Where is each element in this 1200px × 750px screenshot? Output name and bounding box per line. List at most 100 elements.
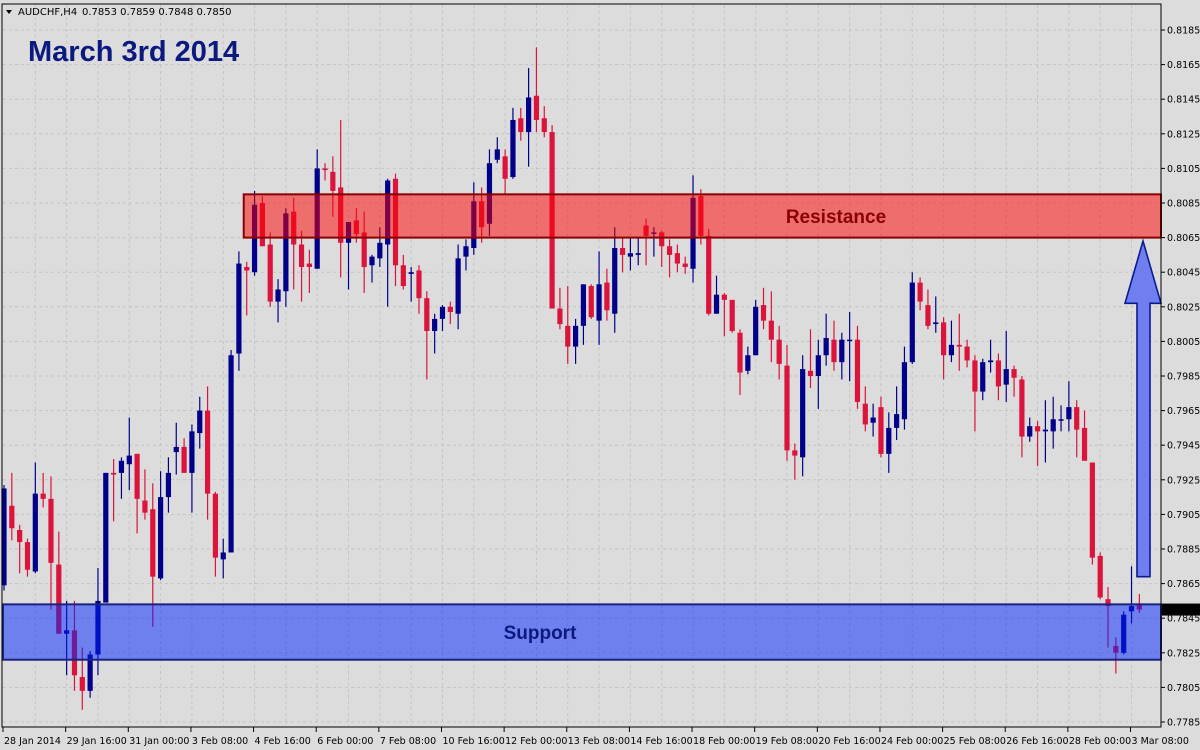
candle-bearish	[854, 325, 861, 409]
candle-bearish	[666, 239, 673, 278]
candle-bullish	[815, 339, 821, 409]
candle-body	[596, 284, 602, 321]
x-tick-label: 31 Jan 00:00	[129, 736, 189, 747]
y-tick-label: 0.8065	[1167, 233, 1200, 244]
candle-bullish	[118, 457, 125, 499]
resistance-zone[interactable]	[242, 193, 1163, 239]
candle-bearish	[729, 299, 735, 333]
x-tick-label: 20 Feb 16:00	[818, 736, 880, 747]
candle-bullish	[901, 346, 908, 430]
candle-body	[377, 242, 383, 259]
candle-bearish	[706, 228, 712, 316]
candle-body	[580, 284, 587, 326]
candle-body	[737, 332, 743, 373]
candle-bearish	[792, 443, 798, 480]
candle-body	[283, 213, 289, 292]
candle-bullish	[1042, 400, 1048, 463]
candle-bullish	[909, 272, 915, 364]
candle-body	[760, 305, 767, 321]
candle-body	[909, 282, 915, 363]
candle-body	[212, 493, 219, 558]
candle-bearish	[416, 265, 422, 314]
candle-body	[776, 339, 782, 364]
candle-bullish	[408, 267, 414, 302]
candle-bearish	[40, 472, 46, 508]
candle-bullish	[980, 358, 986, 401]
candle-bearish	[502, 149, 508, 195]
candle-bullish	[580, 284, 587, 345]
candle-bearish	[674, 244, 680, 273]
candle-body	[619, 247, 626, 255]
x-tick-label: 28 Jan 2014	[4, 736, 61, 747]
candle-bearish	[322, 163, 328, 181]
candle-body	[181, 446, 187, 473]
candle-bearish	[557, 287, 563, 330]
candle-body	[604, 282, 610, 311]
candle-body	[1050, 419, 1056, 432]
candle-bearish	[917, 277, 923, 311]
candle-body	[612, 247, 618, 314]
candle-bullish	[126, 417, 132, 491]
candle-bullish	[894, 386, 900, 441]
candle-bearish	[204, 386, 211, 520]
candle-body	[972, 360, 978, 392]
candle-body	[635, 253, 641, 255]
candle-bullish	[103, 472, 109, 603]
x-tick-label: 25 Feb 08:00	[944, 736, 1006, 747]
candle-body	[1089, 462, 1095, 558]
candle-bearish	[142, 469, 148, 520]
support-label: Support	[504, 623, 577, 644]
candle-body	[862, 403, 868, 425]
candle-body	[126, 455, 132, 465]
time-axis[interactable]: 28 Jan 2014 29 Jan 16:00 31 Jan 00:00 3 Feb…	[2, 727, 1189, 747]
x-tick-label: 19 Feb 08:00	[756, 736, 818, 747]
candle-bearish	[24, 538, 31, 577]
candle-bearish	[400, 254, 406, 290]
y-tick-label: 0.8185	[1167, 26, 1200, 37]
candle-bullish	[455, 244, 461, 330]
current-price-tag: 0.7850	[1162, 603, 1200, 616]
candle-body	[925, 305, 931, 326]
candle-bullish	[173, 422, 179, 475]
candle-body	[894, 414, 900, 428]
y-tick-label: 0.7805	[1167, 683, 1200, 694]
candle-body	[557, 308, 563, 325]
support-zone[interactable]	[2, 603, 1162, 661]
candle-bearish	[17, 524, 23, 574]
candle-bearish	[565, 286, 571, 364]
candle-bearish	[181, 438, 187, 473]
candle-bullish	[439, 305, 446, 332]
candle-bullish	[1027, 417, 1033, 442]
candle-bearish	[267, 232, 273, 307]
dropdown-triangle-icon[interactable]	[6, 10, 12, 14]
x-tick-label: 7 Feb 08:00	[380, 736, 436, 747]
candle-body	[244, 267, 250, 271]
candle-bearish	[995, 353, 1002, 401]
candle-body	[40, 493, 46, 499]
candle-body	[627, 253, 633, 257]
up-arrow-annotation[interactable]	[1123, 238, 1163, 578]
candle-bearish	[588, 284, 594, 319]
candle-bullish	[275, 279, 281, 323]
price-axis[interactable]: 0.8185 0.8165 0.8145 0.8125 0.8105 0.8085 0.80…	[1161, 26, 1200, 729]
candle-bearish	[48, 476, 54, 610]
candle-body	[800, 369, 806, 458]
candle-bearish	[1011, 365, 1017, 397]
candle-body	[1034, 426, 1041, 432]
candle-body	[753, 306, 759, 356]
candle-body	[980, 362, 986, 392]
candle-bearish	[831, 320, 837, 371]
candle-bearish	[619, 237, 626, 273]
candle-body	[729, 299, 735, 332]
candle-bullish	[158, 471, 164, 581]
candle-body	[941, 322, 947, 356]
candle-bullish	[753, 299, 759, 356]
plot-frame	[1, 3, 1162, 728]
candle-bullish	[1, 484, 7, 591]
candle-bearish	[768, 291, 774, 363]
candle-body	[87, 654, 93, 691]
candle-body	[204, 410, 211, 494]
candle-body	[298, 244, 305, 268]
candle-body	[565, 325, 571, 347]
